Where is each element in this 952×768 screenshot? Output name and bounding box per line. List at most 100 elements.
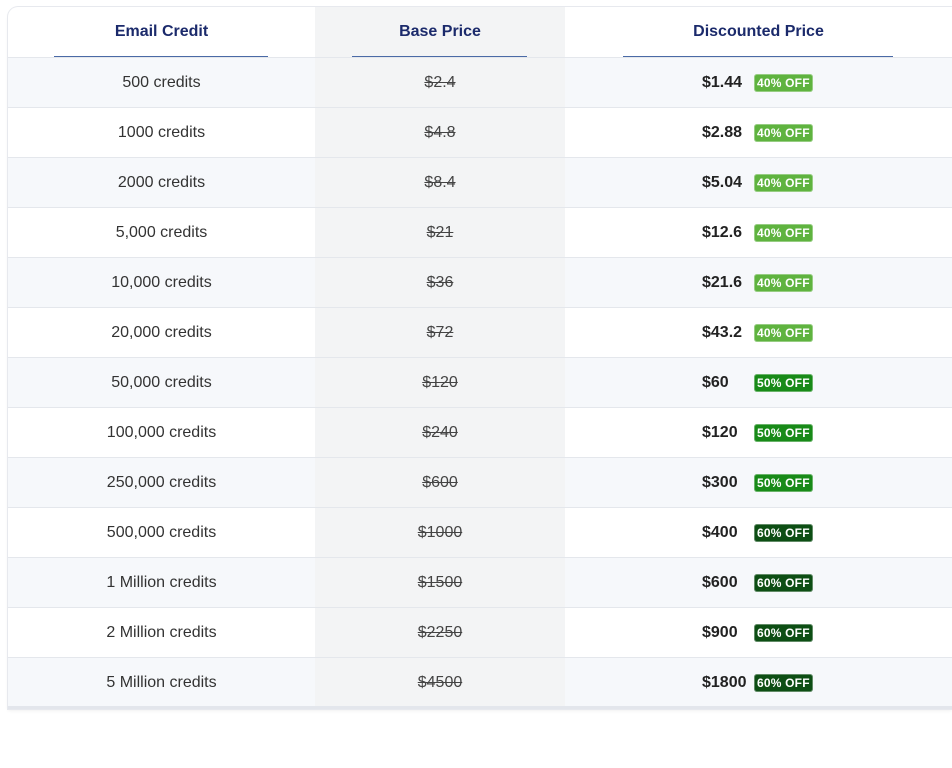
table-row: 1000 credits $4.8 $2.88 40% OFF bbox=[8, 107, 952, 158]
base-price-cell: $8.4 bbox=[315, 157, 565, 208]
base-price-cell: $4.8 bbox=[315, 107, 565, 158]
discounted-price-value: $400 bbox=[702, 523, 738, 541]
base-price-cell: $600 bbox=[315, 457, 565, 508]
table-row: 250,000 credits $600 $300 50% OFF bbox=[8, 457, 952, 508]
discount-badge: 40% OFF bbox=[754, 73, 813, 92]
discounted-price-cell: $21.6 40% OFF bbox=[565, 257, 952, 308]
header-base-price: Base Price bbox=[315, 7, 565, 58]
discount-badge: 50% OFF bbox=[754, 473, 813, 492]
table-header-row: Email Credit Base Price Discounted Price bbox=[8, 7, 952, 58]
table-row: 2000 credits $8.4 $5.04 40% OFF bbox=[8, 157, 952, 208]
discount-badge: 40% OFF bbox=[754, 223, 813, 242]
base-price-cell: $2.4 bbox=[315, 57, 565, 108]
discounted-price-cell: $5.04 40% OFF bbox=[565, 157, 952, 208]
discounted-price-value: $21.6 bbox=[702, 273, 743, 291]
email-credit-cell: 100,000 credits bbox=[8, 407, 315, 458]
email-credit-cell: 10,000 credits bbox=[8, 257, 315, 308]
base-price-value: $4.8 bbox=[424, 123, 456, 141]
discounted-price-value: $1.44 bbox=[702, 73, 743, 91]
email-credit-cell: 5,000 credits bbox=[8, 207, 315, 258]
base-price-cell: $1000 bbox=[315, 507, 565, 558]
pricing-table: Email Credit Base Price Discounted Price… bbox=[8, 7, 952, 707]
base-price-cell: $36 bbox=[315, 257, 565, 308]
base-price-value: $240 bbox=[422, 423, 458, 441]
base-price-cell: $120 bbox=[315, 357, 565, 408]
email-credit-cell: 500,000 credits bbox=[8, 507, 315, 558]
base-price-value: $2.4 bbox=[424, 73, 456, 91]
header-discounted-price-label: Discounted Price bbox=[693, 23, 824, 40]
discounted-price-cell: $1800 60% OFF bbox=[565, 657, 952, 707]
header-underline bbox=[54, 56, 268, 57]
email-credit-amount: 10,000 credits bbox=[111, 273, 212, 291]
table-row: 5 Million credits $4500 $1800 60% OFF bbox=[8, 657, 952, 707]
email-credit-cell: 1 Million credits bbox=[8, 557, 315, 608]
table-bottom-border bbox=[8, 706, 952, 709]
header-email-credit: Email Credit bbox=[8, 7, 315, 58]
discounted-price-value: $900 bbox=[702, 623, 738, 641]
discounted-price-value: $300 bbox=[702, 473, 738, 491]
email-credit-cell: 2 Million credits bbox=[8, 607, 315, 658]
header-underline bbox=[352, 56, 527, 57]
table-row: 500 credits $2.4 $1.44 40% OFF bbox=[8, 57, 952, 108]
base-price-value: $1000 bbox=[417, 523, 463, 541]
discounted-price-cell: $60 50% OFF bbox=[565, 357, 952, 408]
header-email-credit-label: Email Credit bbox=[114, 23, 209, 40]
discount-badge: 40% OFF bbox=[754, 323, 813, 342]
email-credit-cell: 5 Million credits bbox=[8, 657, 315, 707]
base-price-value: $72 bbox=[426, 323, 454, 341]
discount-badge: 40% OFF bbox=[754, 173, 813, 192]
header-base-price-label: Base Price bbox=[399, 23, 481, 40]
email-credit-amount: 250,000 credits bbox=[106, 473, 217, 491]
discounted-price-cell: $43.2 40% OFF bbox=[565, 307, 952, 358]
email-credit-amount: 100,000 credits bbox=[106, 423, 217, 441]
table-row: 10,000 credits $36 $21.6 40% OFF bbox=[8, 257, 952, 308]
base-price-cell: $240 bbox=[315, 407, 565, 458]
discounted-price-value: $2.88 bbox=[702, 123, 743, 141]
email-credit-cell: 50,000 credits bbox=[8, 357, 315, 408]
email-credit-amount: 2000 credits bbox=[117, 173, 206, 191]
discounted-price-value: $60 bbox=[702, 373, 729, 391]
base-price-value: $21 bbox=[426, 223, 454, 241]
discount-badge: 60% OFF bbox=[754, 523, 813, 542]
base-price-value: $600 bbox=[422, 473, 458, 491]
email-credit-cell: 500 credits bbox=[8, 57, 315, 108]
email-credit-cell: 1000 credits bbox=[8, 107, 315, 158]
discounted-price-cell: $400 60% OFF bbox=[565, 507, 952, 558]
base-price-value: $2250 bbox=[417, 623, 463, 641]
discounted-price-cell: $120 50% OFF bbox=[565, 407, 952, 458]
discounted-price-cell: $600 60% OFF bbox=[565, 557, 952, 608]
discount-badge: 60% OFF bbox=[754, 673, 813, 692]
base-price-value: $1500 bbox=[417, 573, 463, 591]
base-price-cell: $4500 bbox=[315, 657, 565, 707]
base-price-value: $4500 bbox=[417, 673, 463, 691]
email-credit-amount: 5 Million credits bbox=[106, 673, 217, 691]
discount-badge: 50% OFF bbox=[754, 373, 813, 392]
table-row: 1 Million credits $1500 $600 60% OFF bbox=[8, 557, 952, 608]
base-price-cell: $2250 bbox=[315, 607, 565, 658]
email-credit-cell: 250,000 credits bbox=[8, 457, 315, 508]
discount-badge: 40% OFF bbox=[754, 123, 813, 142]
base-price-cell: $21 bbox=[315, 207, 565, 258]
email-credit-amount: 1000 credits bbox=[117, 123, 206, 141]
table-body: 500 credits $2.4 $1.44 40% OFF 1000 credits $… bbox=[8, 57, 952, 707]
table-row: 100,000 credits $240 $120 50% OFF bbox=[8, 407, 952, 458]
header-discounted-price: Discounted Price bbox=[565, 7, 952, 58]
email-credit-amount: 5,000 credits bbox=[115, 223, 208, 241]
discounted-price-cell: $300 50% OFF bbox=[565, 457, 952, 508]
discounted-price-cell: $1.44 40% OFF bbox=[565, 57, 952, 108]
discount-badge: 50% OFF bbox=[754, 423, 813, 442]
email-credit-amount: 500,000 credits bbox=[106, 523, 217, 541]
base-price-value: $8.4 bbox=[424, 173, 456, 191]
discount-badge: 60% OFF bbox=[754, 573, 813, 592]
base-price-cell: $1500 bbox=[315, 557, 565, 608]
base-price-value: $120 bbox=[422, 373, 458, 391]
discount-badge: 60% OFF bbox=[754, 623, 813, 642]
discounted-price-cell: $2.88 40% OFF bbox=[565, 107, 952, 158]
pricing-table-card: Email Credit Base Price Discounted Price… bbox=[8, 7, 952, 709]
table-row: 500,000 credits $1000 $400 60% OFF bbox=[8, 507, 952, 558]
email-credit-amount: 20,000 credits bbox=[111, 323, 212, 341]
discounted-price-value: $1800 bbox=[702, 673, 747, 691]
email-credit-cell: 20,000 credits bbox=[8, 307, 315, 358]
discounted-price-cell: $900 60% OFF bbox=[565, 607, 952, 658]
table-row: 20,000 credits $72 $43.2 40% OFF bbox=[8, 307, 952, 358]
